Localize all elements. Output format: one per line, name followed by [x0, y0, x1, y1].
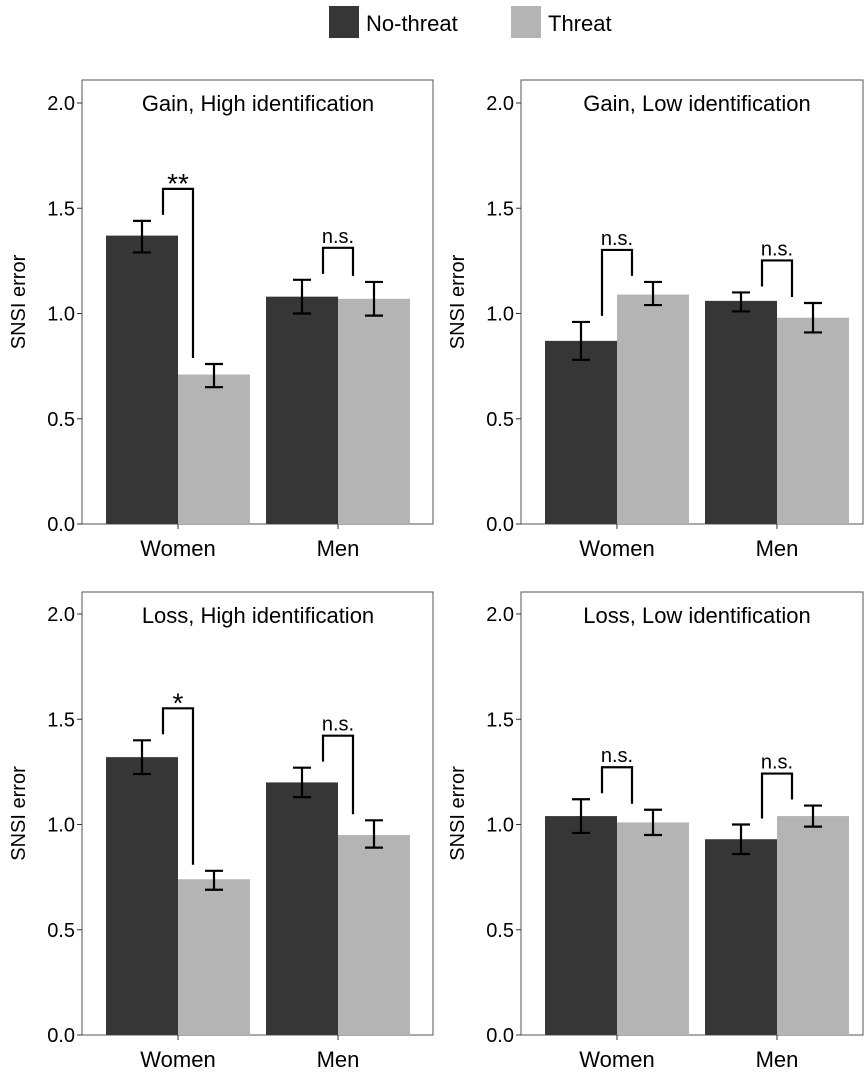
y-tick-label: 1.0 — [47, 304, 75, 326]
significance-label: n.s. — [322, 226, 354, 248]
y-tick-label: 1.0 — [486, 304, 514, 326]
chart-panel: 0.0 0.5 1.0 1.5 2.0 SNSI error Gain, High iden… — [8, 79, 434, 561]
significance-bracket — [600, 248, 634, 316]
chart-panel: 0.0 0.5 1.0 1.5 2.0 SNSI error Gain, Low ident… — [447, 79, 864, 561]
bar — [178, 879, 250, 1035]
panel-title: Loss, Low identification — [583, 603, 810, 628]
y-tick-label: 0.0 — [486, 1025, 514, 1047]
bar — [617, 294, 689, 524]
x-tick-label: Women — [579, 536, 654, 561]
y-tick-label: 0.5 — [486, 409, 514, 431]
bar — [777, 317, 849, 524]
y-tick-label: 2.0 — [486, 604, 514, 626]
significance-label: n.s. — [601, 745, 633, 767]
significance-label: n.s. — [601, 228, 633, 250]
significance-label: n.s. — [761, 238, 793, 260]
y-tick-label: 1.0 — [486, 815, 514, 837]
bar — [266, 782, 338, 1035]
significance-bracket — [760, 772, 794, 819]
y-axis-label: SNSI error — [447, 766, 469, 861]
x-tick-label: Men — [756, 536, 799, 561]
bar — [178, 374, 250, 524]
bar — [106, 757, 178, 1035]
y-tick-label: 1.5 — [486, 709, 514, 731]
legend-swatch-threat — [511, 6, 541, 38]
significance-label: n.s. — [761, 752, 793, 774]
significance-bracket — [161, 707, 195, 865]
chart-panel: 0.0 0.5 1.0 1.5 2.0 SNSI error Loss, Low ident… — [447, 591, 864, 1072]
bar — [338, 298, 410, 524]
y-tick-label: 2.0 — [486, 93, 514, 115]
y-tick-label: 1.5 — [47, 198, 75, 220]
x-tick-label: Women — [579, 1047, 654, 1072]
panel-title: Gain, High identification — [142, 91, 374, 116]
y-tick-label: 1.5 — [47, 709, 75, 731]
y-tick-label: 1.5 — [486, 198, 514, 220]
y-tick-label: 2.0 — [47, 604, 75, 626]
significance-label: ** — [167, 168, 189, 199]
bar — [705, 839, 777, 1035]
significance-label: n.s. — [322, 714, 354, 736]
significance-label: * — [173, 687, 184, 718]
x-tick-label: Men — [317, 536, 360, 561]
y-tick-label: 2.0 — [47, 93, 75, 115]
legend-swatch-no-threat — [329, 6, 359, 38]
x-tick-label: Men — [756, 1047, 799, 1072]
significance-bracket — [161, 187, 195, 359]
legend-label-threat: Threat — [548, 11, 612, 36]
significance-bracket — [321, 246, 355, 276]
y-tick-label: 1.0 — [47, 815, 75, 837]
x-tick-label: Men — [317, 1047, 360, 1072]
y-tick-label: 0.0 — [47, 514, 75, 536]
y-tick-label: 0.5 — [47, 409, 75, 431]
bar — [338, 835, 410, 1035]
significance-bracket — [321, 734, 355, 815]
y-tick-label: 0.0 — [486, 514, 514, 536]
panel-title: Loss, High identification — [142, 603, 374, 628]
chart-panel: 0.0 0.5 1.0 1.5 2.0 SNSI error Loss, High iden… — [8, 591, 434, 1072]
legend-label-no-threat: No-threat — [366, 11, 458, 36]
significance-bracket — [760, 259, 794, 297]
bar — [106, 235, 178, 525]
bar — [617, 822, 689, 1035]
x-tick-label: Women — [140, 1047, 215, 1072]
bar — [545, 816, 617, 1035]
y-axis-label: SNSI error — [8, 254, 30, 349]
x-tick-label: Women — [140, 536, 215, 561]
y-tick-label: 0.5 — [486, 920, 514, 942]
y-axis-label: SNSI error — [447, 254, 469, 349]
y-axis-label: SNSI error — [8, 766, 30, 861]
bar — [545, 340, 617, 524]
panel-title: Gain, Low identification — [583, 91, 810, 116]
bar — [777, 816, 849, 1035]
y-tick-label: 0.0 — [47, 1025, 75, 1047]
significance-bracket — [600, 766, 634, 804]
y-tick-label: 0.5 — [47, 920, 75, 942]
legend: No-threat Threat — [329, 6, 612, 38]
bar — [705, 300, 777, 524]
bar — [266, 296, 338, 524]
